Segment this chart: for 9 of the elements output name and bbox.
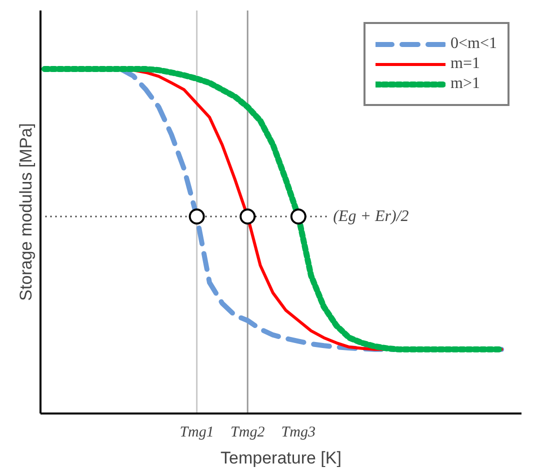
legend-label: m>1 (450, 75, 480, 93)
x-axis-title: Temperature [K] (220, 448, 342, 468)
legend-label: m=1 (450, 55, 480, 73)
legend-label: 0<m<1 (450, 35, 497, 53)
x-tick-label: Tmg1 (180, 424, 214, 440)
ref-line-label: (Eg + Er)/2 (333, 208, 409, 225)
x-tick-label: Tmg3 (281, 424, 316, 440)
y-axis-title: Storage modulus [MPa] (16, 123, 36, 301)
x-tick-label: Tmg2 (230, 424, 266, 440)
